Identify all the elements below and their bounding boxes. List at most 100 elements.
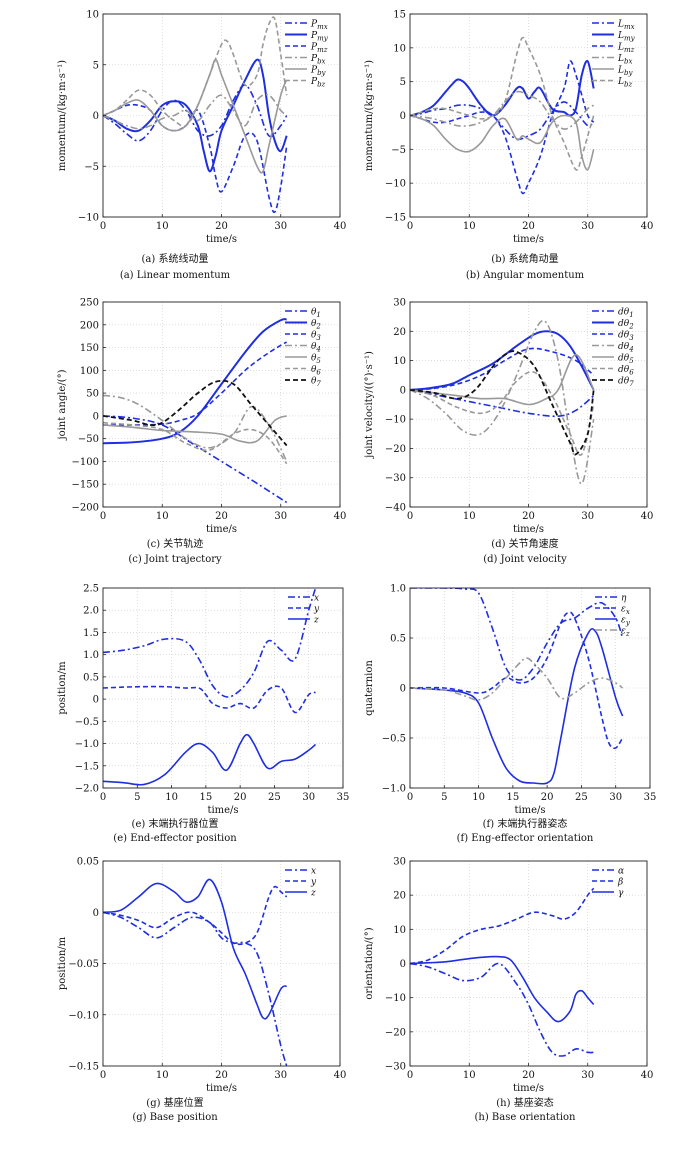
y-tick-label: 0 [400,684,406,695]
caption-cn: (b) 系统角动量 [491,252,558,265]
series-line-x [103,911,288,1066]
x-tick-label: 30 [274,221,287,232]
caption-en: (a) Linear momentum [120,270,231,281]
tick-labels: 0 10 20 30 40 −10 −5 0 5 10 [78,10,346,233]
legend-entry: Lbz [617,77,632,89]
y-tick-label: −200 [72,503,99,514]
x-tick-label: 20 [215,1070,228,1081]
x-tick-label: 25 [575,792,588,803]
x-axis-label: time/s [206,1083,237,1094]
series-line-θ2 [103,318,287,445]
x-tick-label: 20 [234,792,247,803]
legend-entry: dθ6 [618,365,634,377]
legend-entry: εy [621,616,631,628]
legend-entry: θ1 [311,308,321,320]
y-tick-label: −20 [385,444,406,455]
legend: αβγ [592,867,624,899]
y-tick-label: −0.5 [75,717,99,728]
series-line-θ6 [103,421,288,465]
legend-entry: y [310,878,317,888]
y-tick-label: 0.05 [77,857,99,868]
legend-entry: Lmx [617,20,635,32]
series-line-z [103,878,288,1020]
series-line-Pby [103,58,288,174]
x-tick-label: 10 [472,792,485,803]
chart-g: 0 10 20 30 40 −0.15 −0.10 −0.05 0 0.05 time/s posit… [57,857,346,1124]
x-tick-label: 15 [199,792,212,803]
legend-entry: Pbz [310,77,326,89]
tick-labels: 0 5 10 15 20 25 30 35 −2.0 −1.5 −1.0 −0.5 0 0.5 1.0 1.5… [75,584,350,804]
x-tick-label: 10 [156,221,169,232]
series-group [410,887,595,1057]
x-tick-label: 0 [407,792,413,803]
x-axis-label: time/s [514,805,545,816]
series-line-Pmx [103,84,288,142]
y-tick-label: 10 [393,925,406,936]
y-tick-label: 2.0 [83,606,99,617]
x-tick-label: 20 [541,792,554,803]
y-tick-label: 200 [80,320,99,331]
series-line-Pbz [103,16,288,128]
y-tick-label: −20 [385,1027,406,1038]
x-tick-label: 10 [156,511,169,522]
y-tick-label: −10 [78,213,99,224]
y-tick-label: 5 [400,77,406,88]
x-tick-label: 40 [334,511,347,522]
y-tick-label: 50 [86,389,99,400]
y-axis-label: quaternion [364,660,375,716]
x-tick-label: 10 [156,1070,169,1081]
caption-en: (e) End-effector position [113,833,237,844]
legend: xyz [288,594,320,626]
x-axis-label: time/s [513,234,544,245]
y-axis-label: position/m [57,936,68,990]
x-tick-label: 30 [274,1070,287,1081]
y-tick-label: 10 [86,10,99,21]
y-axis-label: momentum/(kg·m·s⁻¹) [57,60,68,171]
x-tick-label: 30 [302,792,315,803]
y-tick-label: 10 [393,43,406,54]
chart-e: 0 5 10 15 20 25 30 35 −2.0 −1.5 −1.0 −0.5 0 0.5 1.0 1.5… [57,584,350,845]
legend-entry: θ5 [311,354,321,366]
series-line-Pbx [103,93,288,130]
x-axis-label: time/s [513,1083,544,1094]
caption-en: (h) Base orientation [475,1112,577,1123]
x-tick-label: 20 [522,221,535,232]
series-line-dθ2 [410,330,595,391]
chart-c: 0 10 20 30 40 −200 −150 −100 −50 0 50 100 150 200 250 t… [57,298,347,566]
grid [102,301,341,508]
legend-entry: Lmz [617,43,635,55]
y-tick-label: −0.05 [68,959,99,970]
x-tick-label: 10 [463,1070,476,1081]
caption-cn: (a) 系统线动量 [142,252,209,265]
y-axis-label: position/m [57,661,68,715]
legend: xyz [285,867,317,899]
legend-entry: εz [621,627,630,639]
y-tick-label: −10 [385,179,406,190]
tick-labels: 0 10 20 30 40 −30 −20 −10 0 10 20 30 [385,857,653,1082]
legend-entry: Pby [310,66,327,78]
y-tick-label: 15 [393,10,406,21]
y-tick-label: 0 [93,695,99,706]
legend-entry: γ [618,889,624,899]
y-tick-label: 0 [93,908,99,919]
y-tick-label: −150 [72,480,99,491]
legend-entry: dθ3 [618,331,634,343]
x-tick-label: 0 [407,511,413,522]
series-line-θ1 [103,415,288,504]
caption-en: (g) Base position [132,1112,218,1123]
x-tick-label: 40 [334,221,347,232]
legend-entry: x [314,594,319,604]
x-axis-label: time/s [513,524,544,535]
x-tick-label: 10 [463,511,476,522]
series-group [103,16,288,214]
grid [409,13,648,218]
x-tick-label: 30 [581,511,594,522]
series-line-x [103,588,317,698]
legend-entry: x [311,867,316,877]
x-tick-label: 0 [407,221,413,232]
y-tick-label: 0 [400,385,406,396]
legend-entry: Pmx [310,20,328,32]
